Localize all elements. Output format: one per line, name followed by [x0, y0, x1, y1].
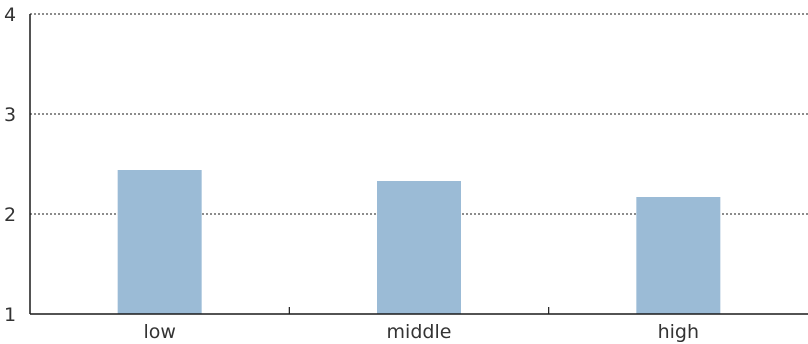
y-tick-label-2: 2 [4, 204, 16, 226]
y-tick-labels: 1 2 3 4 [4, 4, 16, 326]
y-tick-label-3: 3 [4, 104, 16, 126]
x-tick-label-middle: middle [387, 321, 452, 343]
y-tick-label-4: 4 [4, 4, 16, 26]
y-tick-label-1: 1 [4, 304, 16, 326]
x-tick-label-high: high [658, 321, 699, 343]
axes [29, 14, 808, 315]
x-tick-label-low: low [143, 321, 175, 343]
x-tick-labels: low middle high [143, 321, 699, 343]
bar-low [117, 170, 202, 314]
bar-high [636, 197, 721, 314]
bar-middle [377, 181, 461, 314]
bars [117, 170, 721, 314]
